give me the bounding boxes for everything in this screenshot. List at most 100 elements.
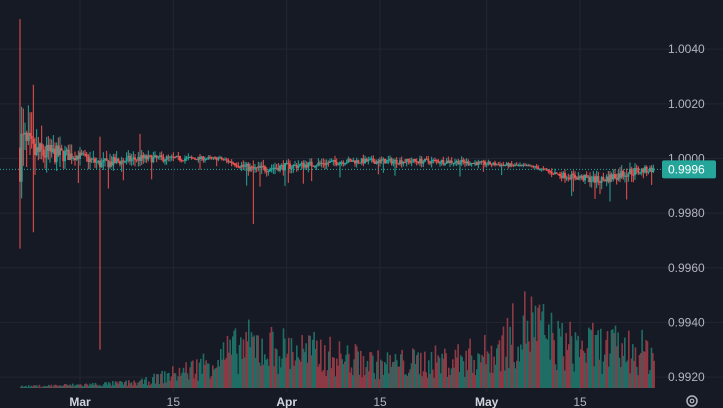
volume-bar <box>377 350 379 388</box>
volume-bar <box>434 345 437 388</box>
candle-body <box>19 147 21 182</box>
candle-body <box>57 145 60 156</box>
candle-body <box>315 165 318 167</box>
volume-bar <box>601 373 603 388</box>
candle-body <box>624 175 626 177</box>
candle-body <box>109 161 111 168</box>
volume-bar <box>410 363 413 388</box>
candle-body <box>440 159 443 163</box>
volume-bar <box>233 330 235 388</box>
volume-bar <box>341 359 343 388</box>
volume-bar <box>557 320 559 388</box>
volume-bar <box>592 322 594 388</box>
candle-body <box>594 176 596 183</box>
candle-body <box>179 156 181 161</box>
volume-bar <box>450 368 453 388</box>
volume-bar <box>288 337 290 388</box>
volume-bar <box>348 353 350 388</box>
volume-bar <box>413 349 415 388</box>
candle-body <box>537 167 540 170</box>
candle-body <box>279 165 281 171</box>
candle-body <box>215 157 218 160</box>
candle-body <box>460 159 463 163</box>
volume-bar <box>141 378 143 388</box>
volume-bar <box>162 383 165 388</box>
volume-bar <box>310 355 313 388</box>
candle-body <box>89 158 91 162</box>
volume-bar <box>622 355 625 388</box>
volume-bar <box>106 384 109 388</box>
volume-bar <box>210 376 213 388</box>
candle-body <box>169 156 171 158</box>
volume-bar <box>110 385 113 388</box>
volume-bar <box>73 386 75 388</box>
volume-bar <box>553 340 555 388</box>
volume-bar <box>253 335 255 388</box>
volume-bar <box>309 335 311 388</box>
volume-bar <box>120 381 122 388</box>
volume-bar <box>40 387 42 388</box>
volume-bar <box>566 349 569 388</box>
volume-bar <box>452 359 454 388</box>
candle-body <box>185 157 188 159</box>
candle-body <box>434 159 436 161</box>
candle-body <box>410 161 413 163</box>
volume-bar <box>38 384 41 388</box>
candle-body <box>435 159 438 161</box>
volume-bar <box>146 385 149 388</box>
volume-bar <box>168 372 170 388</box>
volume-bar <box>400 354 402 388</box>
candle-body <box>187 157 190 159</box>
volume-bar <box>312 339 314 388</box>
candle-body <box>352 160 355 162</box>
candle-body <box>247 163 250 171</box>
candle-body <box>452 162 455 164</box>
candle-body <box>572 173 575 176</box>
volume-bar <box>177 376 179 388</box>
candle-body <box>574 175 576 178</box>
volume-bar <box>156 374 158 388</box>
volume-bar <box>194 373 197 388</box>
candle-body <box>164 160 166 162</box>
candle-body <box>497 164 500 166</box>
candle-body <box>637 168 640 173</box>
volume-bar <box>456 357 458 388</box>
gear-icon[interactable] <box>686 395 698 407</box>
candle-body <box>275 167 278 169</box>
candle-body <box>280 165 283 167</box>
candle-body <box>465 161 468 164</box>
volume-bar <box>140 380 142 388</box>
candle-body <box>105 158 108 161</box>
volume-bar <box>297 357 299 388</box>
volume-bar <box>386 352 389 388</box>
candle-body <box>24 132 26 135</box>
candle-body <box>269 169 271 172</box>
candle-body <box>77 155 80 159</box>
volume-bar <box>72 383 74 388</box>
volume-bar <box>236 353 238 388</box>
volume-bar <box>201 373 203 388</box>
volume-bar <box>130 382 133 388</box>
candle-body <box>25 132 28 141</box>
candle-body <box>234 163 236 166</box>
volume-bar <box>90 384 93 388</box>
volume-bar <box>208 363 210 388</box>
candle-body <box>212 157 215 159</box>
candle-body <box>424 158 426 162</box>
candle-body <box>152 157 155 163</box>
candle-body <box>175 155 178 158</box>
volume-bar <box>366 360 369 388</box>
candle-body <box>345 162 348 164</box>
volume-bar <box>565 332 567 388</box>
volume-bar <box>280 367 282 388</box>
volume-bar <box>598 359 601 388</box>
volume-bar <box>69 384 71 388</box>
candle-body <box>325 162 328 165</box>
candle-body <box>387 160 390 162</box>
volume-bar <box>53 385 55 388</box>
volume-bar <box>464 376 466 388</box>
volume-bar <box>561 323 563 388</box>
volume-bar <box>610 330 613 388</box>
candle-body <box>614 174 616 179</box>
